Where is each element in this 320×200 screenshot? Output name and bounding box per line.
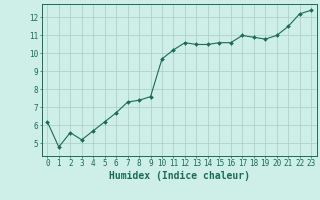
X-axis label: Humidex (Indice chaleur): Humidex (Indice chaleur) [109,171,250,181]
